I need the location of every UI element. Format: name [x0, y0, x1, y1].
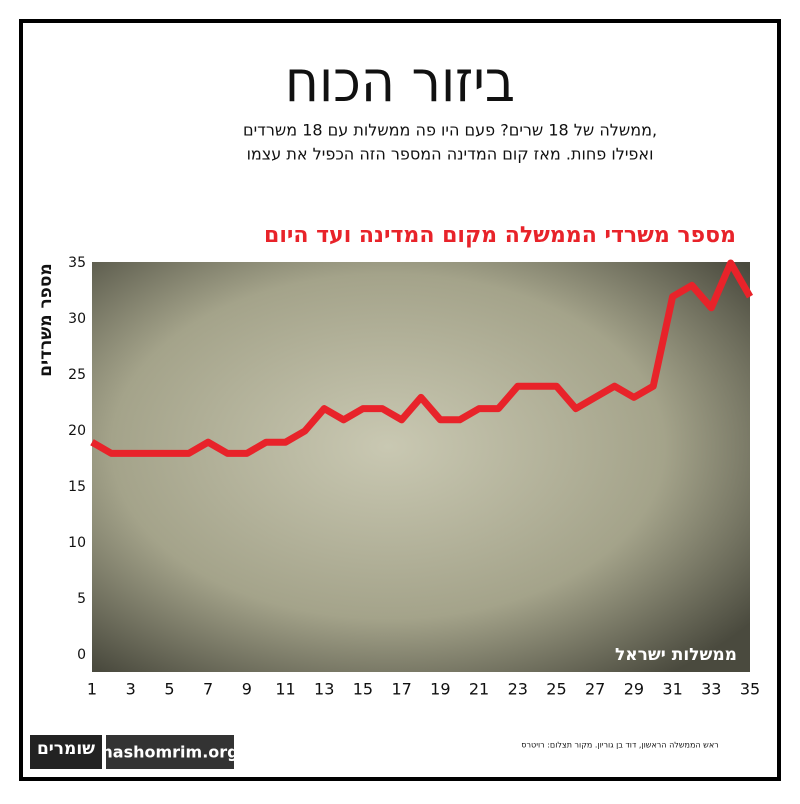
x-tick-label: 35: [740, 680, 760, 699]
subtitle: ממשלה של 18 שרים? פעם היו פה ממשלות עם 1…: [243, 121, 657, 140]
x-tick-label: 17: [391, 680, 411, 699]
y-tick-label: 30: [68, 311, 86, 327]
y-tick-label: 5: [77, 591, 86, 607]
logo-box: [30, 735, 102, 769]
x-tick-label: 1: [87, 680, 97, 699]
y-tick-label: 0: [77, 647, 86, 663]
x-tick-label: 23: [508, 680, 528, 699]
y-tick-label: 10: [68, 535, 86, 551]
y-tick-label: 15: [68, 479, 86, 495]
subtitle: ואפילו פחות. מאז קום המדינה המספר הזה הכ…: [247, 145, 654, 164]
x-tick-label: 13: [314, 680, 334, 699]
background-photo: [92, 262, 750, 672]
x-tick-label: 29: [624, 680, 644, 699]
x-tick-label: 27: [585, 680, 605, 699]
x-tick-label: 19: [430, 680, 450, 699]
credit: ראש הממשלה הראשון, דוד בן גוריון. מקור ת…: [521, 741, 718, 750]
site-box: [106, 735, 234, 769]
data-line: [90, 259, 754, 457]
x-tick-label: 7: [203, 680, 213, 699]
x-tick-label: 3: [126, 680, 136, 699]
title: ביזור הכוח: [285, 47, 515, 115]
x-tick-label: 21: [469, 680, 489, 699]
y-axis-label: מספר משרדים: [36, 263, 56, 376]
x-tick-label: 25: [546, 680, 566, 699]
x-tick-label: 15: [353, 680, 373, 699]
y-tick-label: 20: [68, 423, 86, 439]
x-tick-label: 11: [275, 680, 295, 699]
x-tick-label: 31: [662, 680, 682, 699]
site: hashomrim.org: [101, 743, 238, 762]
x-axis-label: ממשלות ישראל: [615, 645, 737, 665]
x-tick-label: 33: [701, 680, 721, 699]
y-tick-label: 35: [68, 255, 86, 271]
chart-title: מספר משרדי הממשלה מקום המדינה ועד היום: [264, 223, 736, 248]
y-tick-label: 25: [68, 367, 86, 383]
logo: שומרים: [37, 739, 95, 759]
x-tick-label: 5: [164, 680, 174, 699]
x-tick-label: 9: [242, 680, 252, 699]
